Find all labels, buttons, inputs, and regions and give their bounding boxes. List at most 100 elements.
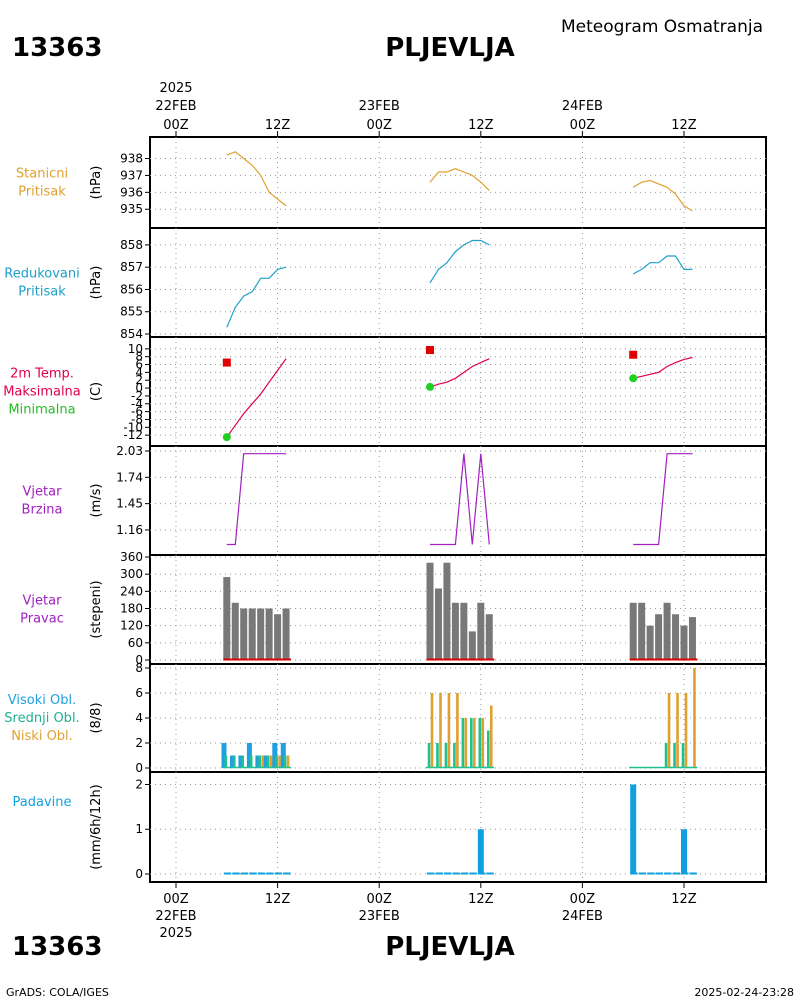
y-tick-label: 2 xyxy=(135,373,143,387)
bar-vjetar-pravac xyxy=(451,602,459,660)
y-tick-label: 8 xyxy=(135,661,143,675)
y-tick-label: 855 xyxy=(120,305,143,319)
y-tick-label: 6 xyxy=(135,358,143,372)
chart-panels: 935936937938(hPa)StanicniPritisak8548558… xyxy=(3,136,767,883)
tmax-marker xyxy=(222,358,231,367)
x-tick-label-top: 12Z xyxy=(671,118,697,133)
panel-frame xyxy=(149,336,767,447)
bar-vjetar-pravac xyxy=(443,562,451,660)
panel-label: Padavine xyxy=(13,795,72,810)
series-line-vjetar-brzina xyxy=(430,453,490,546)
x-tick-label-top: 00Z xyxy=(163,118,189,133)
y-tick-label: 856 xyxy=(120,282,143,296)
y-tick-label: -2 xyxy=(131,389,143,403)
y-tick-label: 857 xyxy=(120,260,143,274)
series-line-vjetar-brzina xyxy=(633,453,693,546)
cloud-bar-cloud_mid xyxy=(478,718,482,768)
panel-label: Brzina xyxy=(22,503,63,518)
y-tick-label: 1.16 xyxy=(116,523,143,537)
cloud-bar-cloud_low xyxy=(473,718,476,768)
cloud-bar-cloud_mid xyxy=(470,718,473,768)
cloud-bar-cloud_high xyxy=(255,755,261,768)
y-tick-label: 60 xyxy=(128,636,143,650)
cloud-bar-cloud_low xyxy=(286,755,290,768)
panel-label: Redukovani xyxy=(4,267,79,282)
station-id-bottom: 13363 xyxy=(12,932,102,962)
y-tick-label: 2 xyxy=(135,777,143,791)
cloud-bar-cloud_low xyxy=(261,755,264,768)
cloud-bar-cloud_mid xyxy=(681,743,685,768)
y-axis-label: (C) xyxy=(89,382,104,401)
cloud-bar-cloud_high xyxy=(229,755,235,768)
date-label-top: 23FEB xyxy=(359,99,400,114)
cloud-bar-cloud_mid xyxy=(275,755,278,768)
series-line-stanicni-pritisak xyxy=(429,168,490,192)
y-tick-label: 858 xyxy=(120,238,143,252)
y-tick-label: 1.45 xyxy=(116,497,143,511)
bar-vjetar-pravac xyxy=(434,588,442,660)
cloud-bar-cloud_low xyxy=(667,693,671,768)
panel-label: Srednji Obl. xyxy=(4,711,79,726)
bar-vjetar-pravac xyxy=(638,602,646,660)
cloud-bar-cloud_mid xyxy=(486,730,490,768)
cloud-bar-cloud_high xyxy=(238,755,244,768)
time-axis: 00Z 00Z 12Z 12Z 00Z 00Z 12Z 12Z 00Z 00Z 12Z 12Z 22FE… xyxy=(155,81,696,941)
bar-vjetar-pravac xyxy=(655,614,663,660)
bar-vjetar-pravac xyxy=(240,608,248,660)
y-tick-label: 120 xyxy=(120,619,143,633)
y-tick-label: 300 xyxy=(120,567,143,581)
y-tick-label: 937 xyxy=(120,168,143,182)
panel-label: Maksimalna xyxy=(3,385,81,400)
cloud-bar-cloud_mid xyxy=(258,755,261,768)
y-tick-label: 0 xyxy=(135,653,143,667)
cloud-bar-cloud_mid xyxy=(436,743,439,768)
y-tick-label: 10 xyxy=(128,342,143,356)
y-tick-label: 4 xyxy=(135,711,143,725)
y-tick-label: -10 xyxy=(123,420,143,434)
tmax-marker xyxy=(629,350,638,359)
y-axis-label: (hPa) xyxy=(89,166,104,200)
cloud-bar-cloud_mid xyxy=(266,755,270,768)
y-tick-label: 935 xyxy=(120,202,143,216)
y-tick-label: 4 xyxy=(135,365,143,379)
x-tick-label-bottom: 00Z xyxy=(163,892,189,907)
cloud-bar-cloud_mid xyxy=(241,755,245,768)
bar-vjetar-pravac xyxy=(282,608,290,660)
y-tick-label: -4 xyxy=(131,397,143,411)
cloud-bar-cloud_low xyxy=(684,693,688,768)
cloud-bar-cloud_mid xyxy=(453,743,456,768)
series-line-stanicni-pritisak xyxy=(226,151,287,207)
tmin-marker xyxy=(629,374,638,383)
cloud-bar-cloud_mid xyxy=(224,755,228,768)
series-line-redukovani-pritisak xyxy=(429,239,490,284)
panel-stanicni-pritisak: 935 936 937 938 (hPa) Stanicni Pritisak xyxy=(16,136,767,229)
panel-label: Pritisak xyxy=(18,185,66,200)
cloud-bar-cloud_mid xyxy=(461,718,465,768)
bar-vjetar-pravac xyxy=(426,562,434,660)
y-tick-label: 854 xyxy=(120,327,143,341)
y-tick-label: -8 xyxy=(131,412,143,426)
cloud-bar-cloud_mid xyxy=(427,743,431,768)
bar-vjetar-pravac xyxy=(672,614,680,660)
cloud-bar-cloud_mid xyxy=(249,755,253,768)
bar-padavine xyxy=(681,829,687,874)
panel-label: Minimalna xyxy=(8,403,75,418)
bar-padavine xyxy=(477,829,484,874)
cloud-bar-cloud_mid xyxy=(444,743,448,768)
cloud-bar-cloud_low xyxy=(489,705,493,768)
date-label-bottom: 23FEB xyxy=(359,909,400,924)
y-axis-label: (m/s) xyxy=(89,484,104,518)
bar-vjetar-pravac xyxy=(248,608,256,660)
credit-text: GrADS: COLA/IGES xyxy=(6,986,109,999)
y-tick-label: 180 xyxy=(120,602,143,616)
y-tick-label: 360 xyxy=(120,550,143,564)
y-tick-label: 936 xyxy=(120,185,143,199)
bar-vjetar-pravac xyxy=(257,608,265,660)
cloud-bar-cloud_low xyxy=(481,718,485,768)
cloud-bar-cloud_high xyxy=(263,755,269,768)
year-label-bottom: 2025 xyxy=(159,926,192,941)
x-tick-label-top: 00Z xyxy=(570,118,596,133)
cloud-bar-cloud_mid xyxy=(664,743,668,768)
cloud-bar-cloud_high xyxy=(280,743,286,768)
